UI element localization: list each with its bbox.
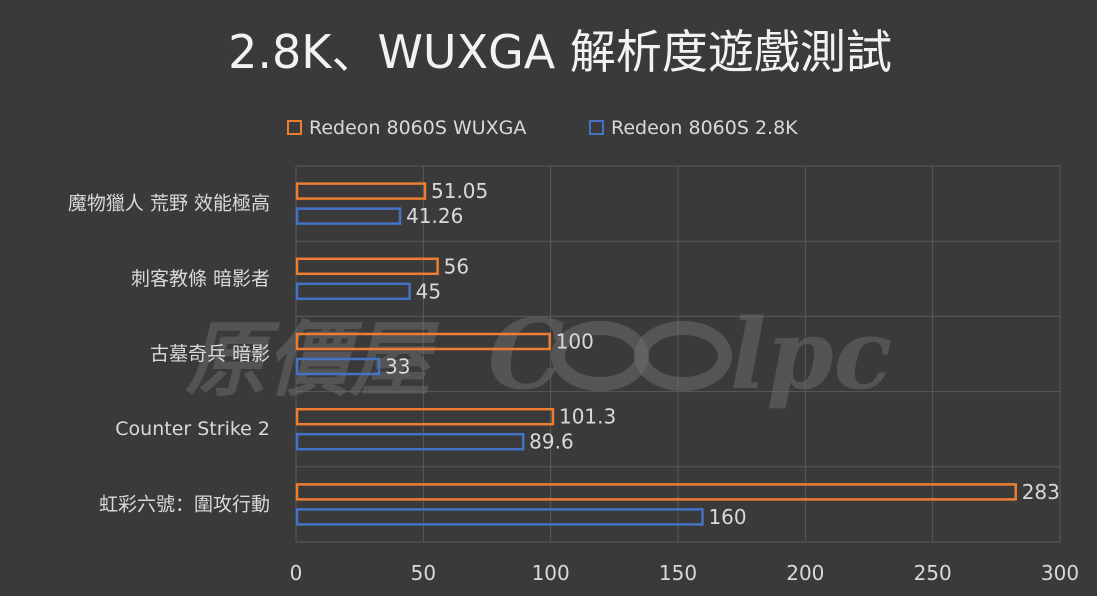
category-label: Counter Strike 2 [115,418,270,440]
data-label: 33 [385,355,410,379]
grid [295,165,1061,543]
data-label: 51.05 [431,179,488,203]
bar [295,207,402,225]
bar [295,483,1017,501]
data-label: 283 [1022,480,1060,504]
x-tick-label: 150 [659,561,697,585]
category-label: 虹彩六號：圍攻行動 [99,493,270,515]
x-axis-tick-labels: 0 50 100 150 200 250 300 [290,561,1079,585]
category-label: 刺客教條 暗影者 [131,268,270,290]
data-label: 45 [416,279,441,303]
x-tick-label: 100 [532,561,570,585]
data-label: 56 [444,254,469,278]
data-label: 89.6 [529,430,574,454]
legend-entry: Redeon 8060S WUXGA [309,117,526,139]
bar [295,257,439,276]
x-tick-label: 200 [786,561,824,585]
legend-swatch [589,120,604,135]
bar [295,432,525,451]
bar [295,407,555,426]
legend: Redeon 8060S WUXGA Redeon 8060S 2.8K [287,117,798,139]
bars [295,182,1017,526]
x-tick-label: 0 [290,561,303,585]
x-tick-label: 250 [914,561,952,585]
legend-swatch [287,120,302,135]
data-label: 101.3 [559,405,616,429]
bar [295,332,551,351]
data-label: 160 [708,505,746,529]
category-label: 魔物獵人 荒野 效能極高 [68,193,270,215]
chart-title: 2.8K、WUXGA 解析度遊戲測試 [228,25,892,79]
watermark: 原價屋 C lpc [185,298,892,411]
bar [295,182,427,200]
value-labels: 51.05 56 100 101.3 283 41.26 45 33 89.6 160 [385,179,1060,529]
watermark-latin-right: lpc [730,298,892,411]
data-label: 100 [556,330,594,354]
x-tick-label: 300 [1041,561,1079,585]
legend-entry: Redeon 8060S 2.8K [611,117,798,139]
x-tick-label: 50 [411,561,436,585]
watermark-infinity-icon [551,321,732,391]
bar [295,357,381,376]
data-label: 41.26 [406,204,463,228]
bar [295,282,411,301]
category-label: 古墓奇兵 暗影 [150,343,270,365]
bar [295,508,704,526]
